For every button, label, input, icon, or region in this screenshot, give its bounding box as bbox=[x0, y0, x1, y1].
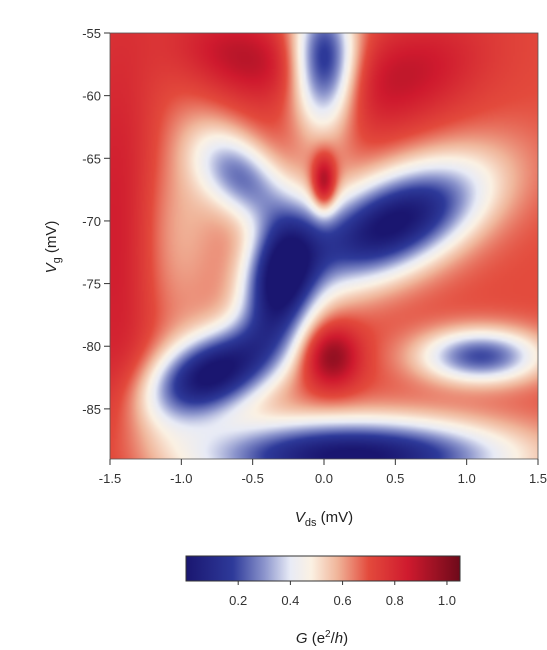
y-axis-label: Vg (mV) bbox=[43, 221, 63, 274]
colorbar-tick-label: 0.6 bbox=[334, 593, 352, 608]
x-tick-label: 0.0 bbox=[315, 471, 333, 486]
colorbar-tick-label: 0.4 bbox=[281, 593, 299, 608]
colorbar-label: G (e2/h) bbox=[296, 629, 348, 647]
x-tick-label: -1.5 bbox=[99, 471, 121, 486]
heatmap bbox=[110, 33, 538, 459]
y-tick-label: -80 bbox=[82, 339, 101, 354]
colorbar-tick-label: 0.2 bbox=[229, 593, 247, 608]
x-tick-label: 1.0 bbox=[458, 471, 476, 486]
x-tick-label: -0.5 bbox=[241, 471, 263, 486]
heatmap-image bbox=[110, 33, 538, 459]
x-tick-label: 0.5 bbox=[386, 471, 404, 486]
colorbar-tick-label: 0.8 bbox=[386, 593, 404, 608]
y-axis-ticks: -55 -60 -65 -70 -75 -80 -85 bbox=[82, 26, 110, 417]
x-tick-label: -1.0 bbox=[170, 471, 192, 486]
y-tick-label: -75 bbox=[82, 277, 101, 292]
colorbar-ticks: 0.2 0.4 0.6 0.8 1.0 bbox=[229, 581, 456, 608]
y-tick-label: -65 bbox=[82, 151, 101, 166]
colorbar-tick-label: 1.0 bbox=[438, 593, 456, 608]
x-axis-label: Vds (mV) bbox=[295, 509, 353, 529]
y-tick-label: -85 bbox=[82, 402, 101, 417]
y-tick-label: -60 bbox=[82, 89, 101, 104]
y-tick-label: -55 bbox=[82, 26, 101, 41]
colorbar bbox=[185, 555, 461, 582]
x-tick-label: 1.5 bbox=[529, 471, 547, 486]
x-axis-ticks: -1.5 -1.0 -0.5 0.0 0.5 1.0 1.5 bbox=[99, 459, 547, 486]
y-tick-label: -70 bbox=[82, 214, 101, 229]
